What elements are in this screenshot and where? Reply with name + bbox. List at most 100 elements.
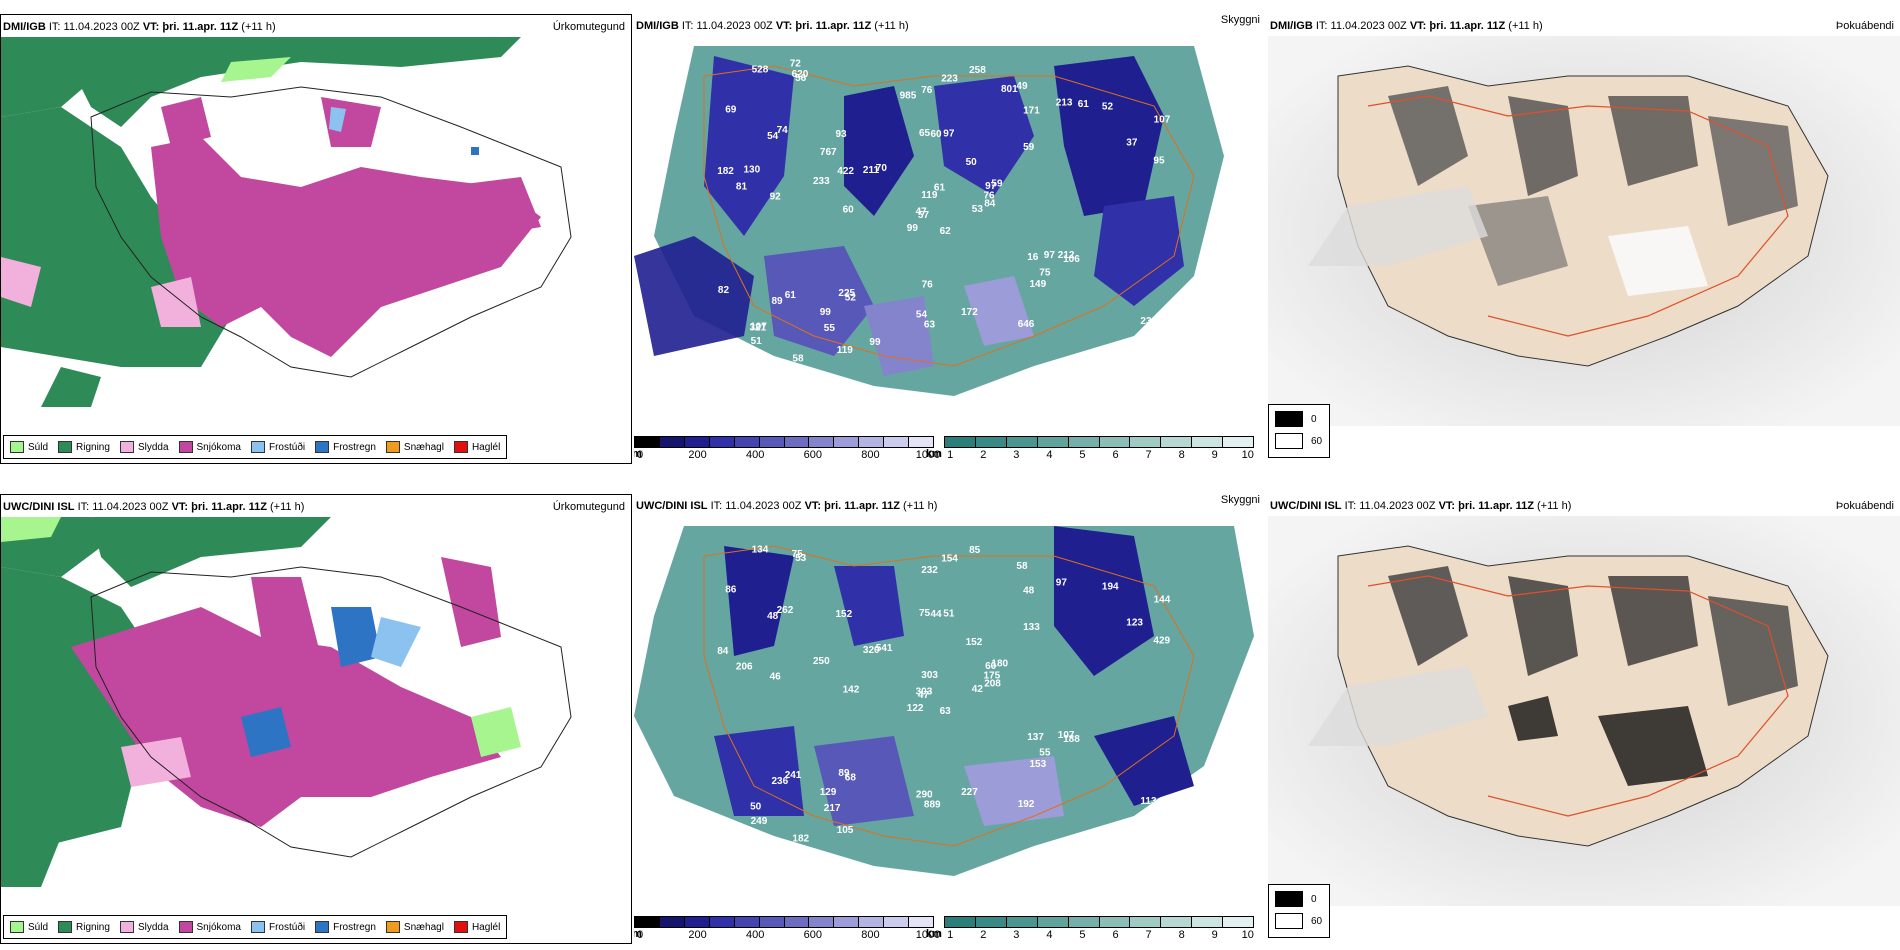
ceiling-value-label: 89	[838, 768, 850, 779]
colorbar-swatch	[1223, 437, 1254, 447]
colorbar-tick-label: 2	[980, 929, 987, 941]
ceiling-colorbar: 0 200 400 600 800 1000 m	[634, 436, 940, 464]
colorbar-swatch	[975, 437, 1007, 447]
ceiling-value-label: 211	[863, 165, 880, 176]
ceiling-value-label: 61	[785, 290, 797, 301]
colorbar-tick-label: 6	[1112, 929, 1119, 941]
precip-legend-label: Frostregn	[333, 441, 376, 453]
colorbar-swatch	[834, 917, 860, 927]
fog-legend-label: 60	[1311, 435, 1323, 447]
precip-legend-item: Rigning	[58, 921, 110, 933]
ceiling-value-label: 89	[772, 296, 784, 307]
fog-legend-item: 60	[1275, 433, 1322, 449]
ceiling-value-label: 646	[1018, 319, 1035, 330]
ceiling-value-label: 93	[836, 129, 848, 140]
ceiling-value-label: 57	[918, 210, 930, 221]
init-time: 11.04.2023 00Z	[725, 500, 802, 512]
colorbar-tick-label: 5	[1079, 449, 1086, 461]
valid-time: þri. 11.apr. 11Z	[162, 21, 239, 33]
ceiling-value-label: 47	[918, 690, 930, 701]
ceiling-value-label: 985	[900, 91, 917, 102]
ceiling-value-label: 541	[876, 643, 893, 654]
colorbar-tick-label: 7	[1145, 449, 1152, 461]
ceiling-value-label: 153	[1030, 759, 1047, 770]
colorbar-swatch	[809, 917, 835, 927]
precip-legend-swatch	[385, 441, 400, 453]
ceiling-value-label: 130	[744, 165, 761, 176]
ceiling-value-label: 137	[1027, 732, 1044, 743]
precip-legend-item: Frostregn	[315, 441, 376, 453]
ceiling-value-label: 180	[991, 659, 1008, 670]
ceiling-value-label: 85	[969, 545, 981, 556]
precip-legend-label: Frostregn	[333, 921, 376, 933]
colorbar-swatch	[635, 437, 660, 447]
valid-label: VT:	[775, 20, 793, 32]
ceiling-value-label: 61	[934, 182, 946, 193]
ceiling-value-label: 48	[767, 611, 779, 622]
init-label: IT:	[1344, 500, 1357, 512]
ceiling-value-label: 97	[1056, 578, 1068, 589]
ceiling-value-label: 51	[943, 609, 955, 620]
fog-legend-label: 0	[1311, 893, 1317, 905]
ceiling-colorbar-swatches	[634, 436, 934, 448]
ceiling-colorbar-ticks: 0 200 400 600 800 1000	[634, 928, 940, 942]
colorbar-tick-label: 5	[1079, 929, 1086, 941]
precip-legend-label: Snjókoma	[196, 921, 241, 933]
ceiling-value-label: 76	[984, 190, 996, 201]
precip-legend-label: Frostúði	[268, 921, 306, 933]
fog-map	[1268, 36, 1900, 426]
colorbar-swatch	[1130, 917, 1162, 927]
ceiling-value-label: 54	[916, 310, 928, 321]
colorbar-tick-label: 4	[1046, 929, 1053, 941]
ceiling-value-label: 84	[1146, 349, 1158, 360]
precip-legend-swatch	[385, 921, 400, 933]
colorbar-swatch	[734, 917, 760, 927]
ceiling-value-label: 65	[919, 128, 931, 139]
init-time: 11.04.2023 00Z	[1330, 20, 1407, 32]
ceiling-value-label: 321	[750, 322, 767, 333]
visibility-colorbar-swatches	[944, 436, 1254, 448]
ceiling-value-label: 42	[972, 684, 984, 695]
panel-header: UWC/DINI ISL IT: 11.04.2023 00Z VT: þri.…	[3, 501, 629, 517]
ceiling-value-label: 54	[767, 131, 779, 142]
ceiling-value-label: 16	[1027, 252, 1039, 263]
panel-title: Skyggni	[1220, 494, 1260, 506]
precip-legend-label: Haglél	[471, 441, 501, 453]
ceiling-value-label: 49	[1016, 81, 1028, 92]
colorbar-tick-label: 10	[1241, 449, 1254, 461]
ceiling-value-label: 59	[1023, 142, 1035, 153]
ceiling-value-label: 241	[785, 770, 802, 781]
lead-time: (+11 h)	[1508, 20, 1543, 32]
visibility-map: 62 54 57 107 97 52 49 97 171 53 56 84 92 107 99 59 58 65 5…	[634, 36, 1266, 426]
ceiling-colorbar-swatches	[634, 916, 934, 928]
colorbar-swatch	[1068, 437, 1100, 447]
colorbar-tick-label: 3	[1013, 449, 1020, 461]
colorbar-swatch	[945, 437, 976, 447]
ceiling-value-label: 70	[876, 163, 888, 174]
panel-header: DMI/IGB IT: 11.04.2023 00Z VT: þri. 11.a…	[1270, 20, 1898, 36]
precip-legend-label: Rigning	[76, 441, 110, 453]
ceiling-unit: m	[634, 448, 642, 460]
ceiling-colorbar-ticks: 0 200 400 600 800 1000	[634, 448, 940, 462]
ceiling-value-label: 76	[922, 280, 934, 291]
ceiling-value-label: 58	[1016, 561, 1028, 572]
ceiling-value-label: 55	[1039, 747, 1051, 758]
precip-legend-swatch	[178, 441, 193, 453]
precip-legend-swatch	[453, 441, 468, 453]
ceiling-value-label: 81	[736, 182, 748, 193]
colorbar-tick-label: 1	[947, 929, 954, 941]
valid-time: þri. 11.apr. 11Z	[824, 500, 900, 512]
colorbar-swatch	[859, 917, 885, 927]
ceiling-value-label: 113	[1140, 796, 1157, 807]
ceiling-value-label: 86	[725, 584, 737, 595]
colorbar-swatch	[659, 917, 685, 927]
colorbar-tick-label: 800	[861, 929, 880, 941]
precip-legend-label: Snjókoma	[196, 441, 241, 453]
precip-legend-item: Snjókoma	[178, 441, 241, 453]
precip-panel-bottom: UWC/DINI ISL IT: 11.04.2023 00Z VT: þri.…	[0, 494, 632, 944]
ceiling-value-label: 48	[1023, 585, 1035, 596]
init-time: 11.04.2023 00Z	[63, 21, 140, 33]
lead-time: (+11 h)	[874, 20, 909, 32]
precip-legend-item: Súld	[10, 921, 48, 933]
fog-legend-item: 0	[1275, 411, 1317, 427]
